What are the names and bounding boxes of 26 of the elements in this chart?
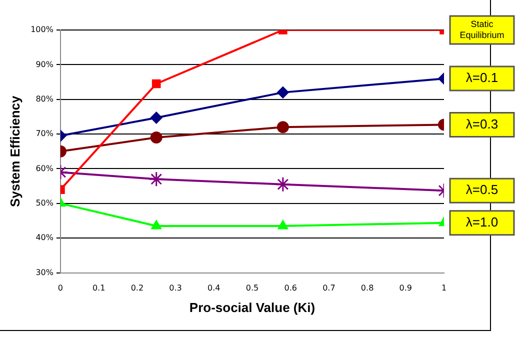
y-tick-label: 100% (30, 25, 54, 34)
series-label: λ=1.0 (466, 214, 498, 230)
y-tick-label: 70% (36, 129, 54, 138)
x-tick-label: 0.2 (130, 284, 144, 293)
x-tick-label: 0.6 (284, 284, 297, 293)
y-tick-label: 90% (36, 60, 54, 69)
y-tick-label: 80% (36, 94, 54, 104)
series-label: λ=0.3 (466, 116, 498, 132)
x-axis-title: Pro-social Value (Ki) (189, 300, 316, 315)
x-tick-label: 0.9 (399, 284, 412, 293)
series-label: Static Equilibrium (460, 18, 504, 40)
x-tick-label: 0 (58, 284, 64, 293)
y-tick-label: 30% (36, 268, 54, 277)
x-tick-label: 0.4 (208, 284, 220, 293)
x-tick-label: 0.7 (322, 284, 336, 293)
series-label: λ=0.5 (466, 182, 498, 198)
x-tick-label: 0.5 (246, 284, 259, 293)
x-tick-label: 1 (441, 284, 447, 293)
y-axis-title: System Efficiency (7, 94, 22, 208)
x-tick-label: 0.3 (169, 284, 182, 293)
series-label: λ=0.1 (466, 70, 498, 86)
y-tick-label: 60% (36, 164, 54, 173)
y-tick-label: 40% (36, 233, 54, 242)
y-tick-label: 50% (36, 198, 54, 208)
x-tick-label: 0.8 (360, 284, 374, 293)
x-tick-label: 0.1 (92, 284, 106, 293)
